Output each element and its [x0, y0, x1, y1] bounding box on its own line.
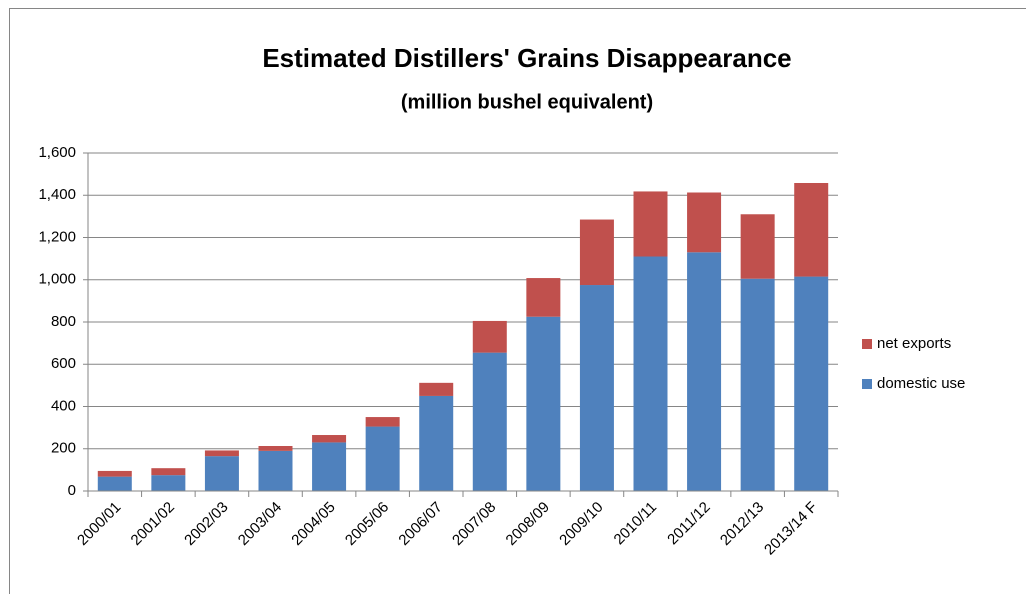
- bar-segment: [204, 456, 239, 491]
- legend-swatch: [862, 379, 872, 389]
- y-tick-label: 200: [51, 440, 76, 457]
- bar-segment: [472, 352, 507, 491]
- bar-segment: [312, 442, 347, 491]
- bar-segment: [151, 468, 186, 476]
- bar-segment: [258, 450, 293, 491]
- y-tick-label: 0: [68, 482, 76, 499]
- legend-swatch: [862, 339, 872, 349]
- bar-segment: [365, 426, 400, 491]
- y-tick-label: 1,400: [38, 186, 76, 203]
- legend-label: net exports: [877, 335, 951, 352]
- bar-segment: [579, 219, 614, 286]
- y-tick-label: 1,200: [38, 228, 76, 245]
- bar-segment: [258, 446, 293, 451]
- bar-segment: [151, 475, 186, 491]
- bar-segment: [204, 450, 239, 457]
- y-tick-label: 600: [51, 355, 76, 372]
- bar-segment: [687, 252, 722, 491]
- y-tick-label: 800: [51, 313, 76, 330]
- chart-subtitle: (million bushel equivalent): [401, 91, 653, 113]
- bar-segment: [633, 191, 668, 257]
- bar-segment: [312, 435, 347, 443]
- chart-frame: [9, 8, 1026, 594]
- bar-segment: [794, 182, 829, 277]
- bar-segment: [472, 320, 507, 353]
- bar-segment: [687, 192, 722, 253]
- bar-segment: [419, 382, 454, 396]
- bar-segment: [633, 256, 668, 491]
- chart-title: Estimated Distillers' Grains Disappearan…: [262, 43, 791, 73]
- y-tick-label: 1,600: [38, 144, 76, 161]
- bar-segment: [579, 285, 614, 491]
- bar-segment: [526, 278, 561, 317]
- legend-label: domestic use: [877, 375, 965, 392]
- bar-segment: [794, 276, 829, 491]
- bar-segment: [526, 316, 561, 491]
- y-tick-label: 400: [51, 397, 76, 414]
- bar-segment: [740, 278, 775, 491]
- bar-segment: [97, 476, 132, 491]
- bar-segment: [365, 417, 400, 427]
- bar-segment: [740, 214, 775, 279]
- bar-segment: [97, 470, 132, 477]
- y-tick-label: 1,000: [38, 271, 76, 288]
- bar-segment: [419, 395, 454, 491]
